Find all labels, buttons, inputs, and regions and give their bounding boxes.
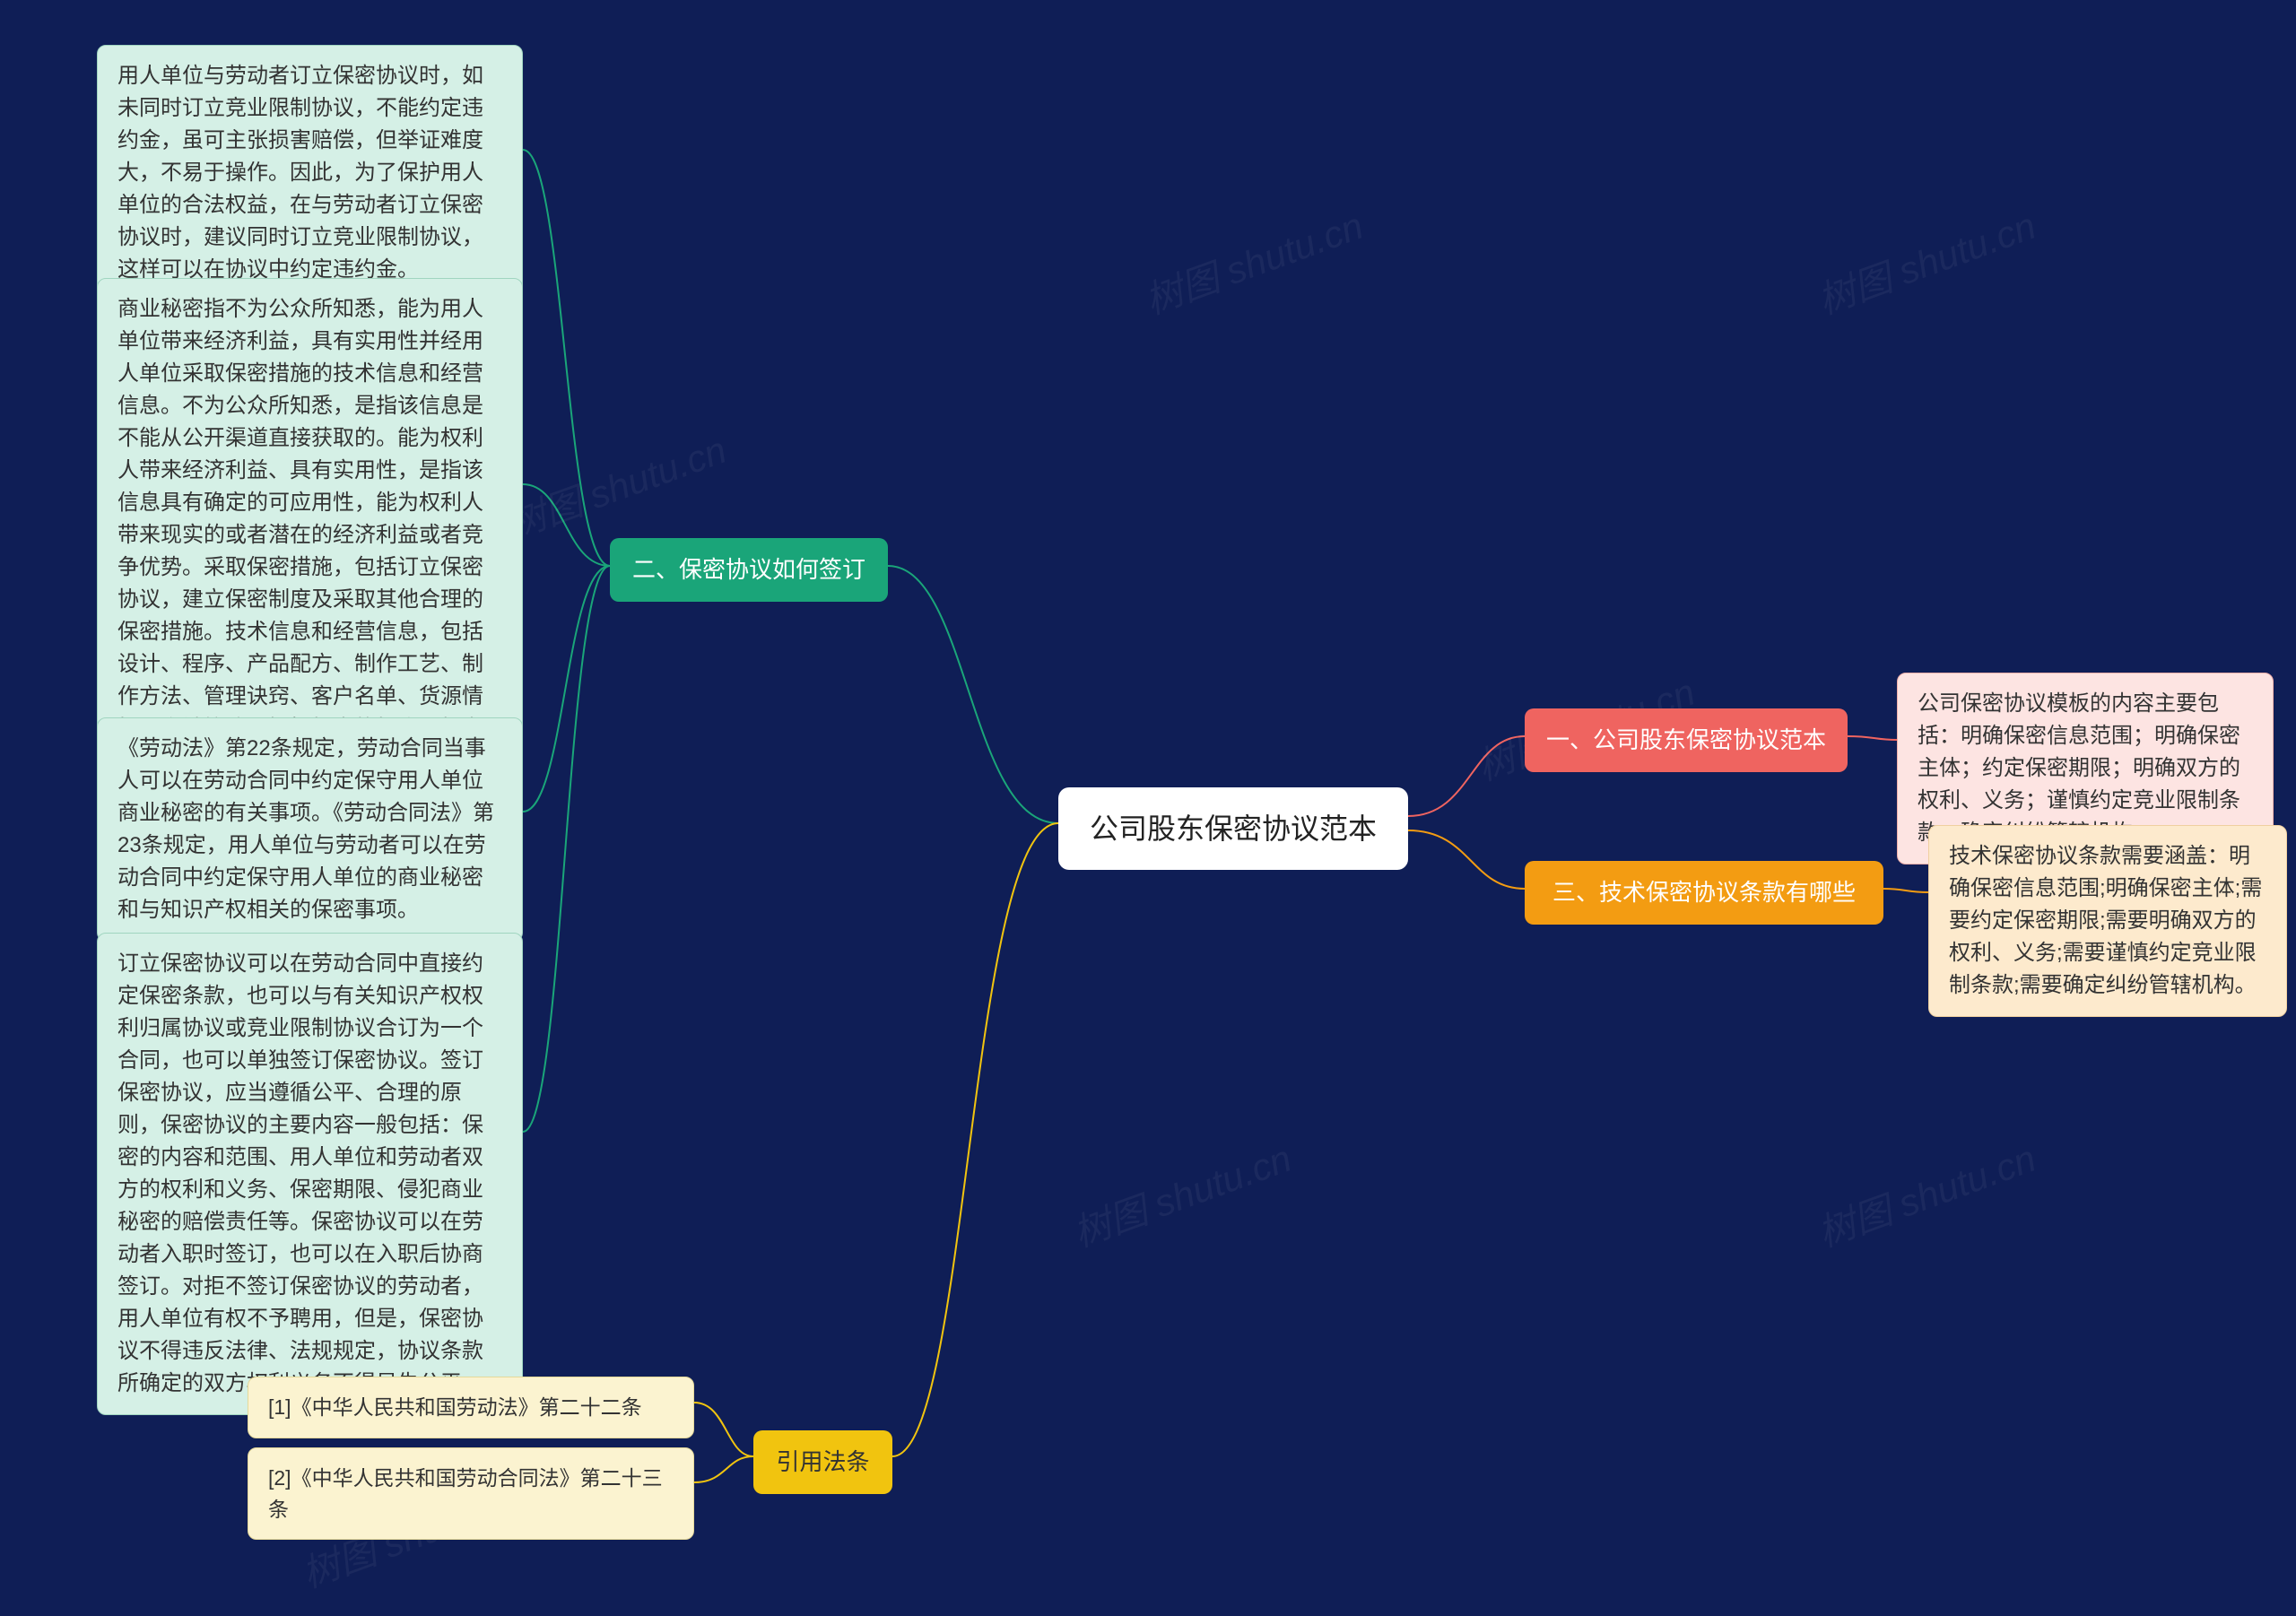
center-topic[interactable]: 公司股东保密协议范本 [1058,787,1408,870]
conn-b3-leaf [1883,889,1928,892]
conn-center-b4 [892,823,1058,1456]
conn-b2-l4 [523,566,610,1132]
branch-2-leaf-3[interactable]: 《劳动法》第22条规定，劳动合同当事人可以在劳动合同中约定保守用人单位商业秘密的… [97,717,523,942]
watermark: 树图 shutu.cn [1065,1128,1298,1257]
conn-b2-l2 [523,484,610,566]
conn-center-b2 [888,566,1058,823]
conn-center-b3 [1408,830,1525,889]
branch-2-leaf-4[interactable]: 订立保密协议可以在劳动合同中直接约定保密条款，也可以与有关知识产权权利归属协议或… [97,933,523,1415]
conn-b4-l2 [694,1456,753,1482]
watermark: 树图 shutu.cn [1809,1128,2042,1257]
branch-4-leaf-2[interactable]: [2]《中华人民共和国劳动合同法》第二十三条 [248,1447,694,1540]
branch-4[interactable]: 引用法条 [753,1430,892,1494]
branch-2[interactable]: 二、保密协议如何签订 [610,538,888,602]
watermark: 树图 shutu.cn [1136,195,1370,325]
conn-center-b1 [1408,736,1525,816]
conn-b4-l1 [694,1403,753,1456]
watermark: 树图 shutu.cn [500,420,733,549]
branch-2-leaf-1[interactable]: 用人单位与劳动者订立保密协议时，如未同时订立竞业限制协议，不能约定违约金，虽可主… [97,45,523,301]
conn-b2-l1 [523,150,610,566]
conn-b2-l3 [523,566,610,812]
branch-4-leaf-1[interactable]: [1]《中华人民共和国劳动法》第二十二条 [248,1377,694,1438]
conn-b1-leaf [1848,736,1897,740]
branch-2-leaf-2[interactable]: 商业秘密指不为公众所知悉，能为用人单位带来经济利益，具有实用性并经用人单位采取保… [97,278,523,793]
branch-1[interactable]: 一、公司股东保密协议范本 [1525,708,1848,772]
branch-3[interactable]: 三、技术保密协议条款有哪些 [1525,861,1883,925]
branch-3-leaf-1[interactable]: 技术保密协议条款需要涵盖：明确保密信息范围;明确保密主体;需要约定保密期限;需要… [1928,825,2287,1017]
watermark: 树图 shutu.cn [1809,195,2042,325]
